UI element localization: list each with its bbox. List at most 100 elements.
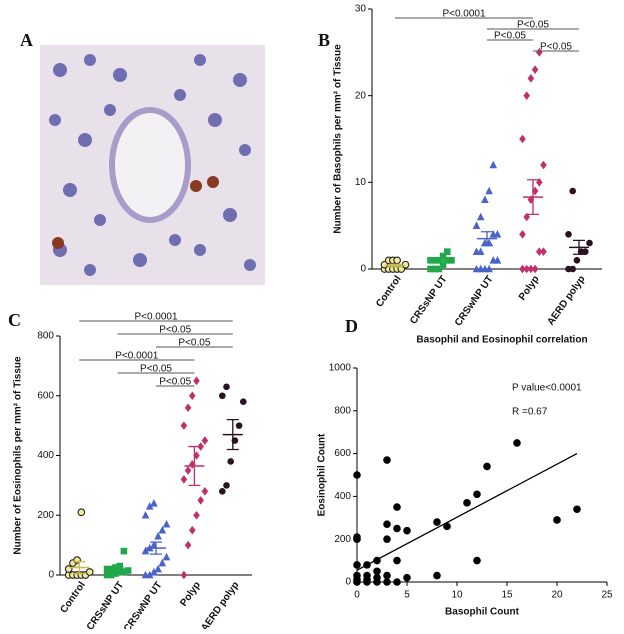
data-point [463,499,471,507]
data-point [565,231,572,238]
y-axis-label: Number of Eosinophils per mm² of Tissue [13,356,24,555]
data-point [158,525,167,534]
data-point [197,496,204,505]
data-point [373,556,381,565]
comparison-label: P<0.05 [540,42,572,53]
y-tick-label: 10 [355,177,367,188]
y-tick-label: 0 [345,577,351,588]
data-point [184,540,192,550]
data-point [103,571,111,579]
data-point [393,556,401,565]
data-point [540,247,547,256]
data-point [383,535,391,543]
data-point [383,456,391,464]
y-tick-label: 800 [334,405,351,416]
data-point [485,264,493,273]
sem-bar [389,263,401,268]
data-point [64,565,73,573]
y-tick-label: 20 [355,90,367,101]
y-tick-label: 600 [37,390,54,401]
y-tick-label: 400 [334,491,351,502]
data-point [363,576,371,584]
data-point [189,525,196,535]
x-tick-label: 10 [451,590,463,601]
data-point [448,257,455,264]
data-point [444,248,451,255]
data-point [569,187,576,195]
data-point [219,392,226,400]
data-point [403,526,411,535]
data-point [223,482,230,489]
data-point [519,264,526,274]
data-point [439,252,447,260]
y-tick-label: 1000 [329,363,352,374]
data-point [433,571,441,580]
data-point [363,561,371,569]
data-point [158,558,167,567]
data-point [116,568,123,576]
panel-label: C [8,310,21,330]
data-point [473,490,481,499]
data-point [197,442,204,451]
comparison-label: P<0.05 [140,364,172,375]
x-tick-label: 15 [501,590,513,601]
data-point [189,460,196,469]
data-point [154,531,162,540]
data-point [223,383,230,391]
data-point [373,573,381,582]
data-point [573,257,581,264]
data-point [393,524,401,533]
data-point [103,565,111,573]
comparison-label: P<0.05 [159,325,191,336]
fit-line [356,453,578,571]
data-point [472,221,481,229]
data-point [145,570,154,579]
data-point [433,518,441,526]
x-tick-label: CRSwNP UT [453,274,496,328]
comparison-label: P<0.05 [517,20,549,31]
panel-label: A [20,30,33,50]
sem-bar [150,541,162,555]
data-point [553,516,561,524]
data-point [439,261,447,268]
data-point [162,552,171,561]
micrograph [40,45,265,285]
data-point [150,499,158,507]
y-tick-label: 30 [355,4,367,15]
data-point [493,256,502,264]
comparison-label: P<0.0001 [115,351,159,362]
data-point [527,74,535,83]
sem-bar [73,560,86,575]
data-point [180,570,188,580]
sem-bar [573,239,585,255]
y-axis-label: Number of Basophils per mm² of Tissue [333,44,344,234]
x-tick-label: 0 [354,590,360,601]
data-point [531,65,539,74]
data-point [353,535,361,543]
data-point [393,503,401,511]
comparison-label: P<0.0001 [442,9,486,20]
data-point [540,160,547,170]
data-point [527,264,535,274]
panel-label: D [345,316,358,336]
data-point [235,422,243,429]
data-point [353,561,361,569]
data-point [481,195,489,203]
chart-title: Basophil and Eosinophil correlation [416,335,587,346]
comparison-label: P<0.05 [159,377,191,388]
data-point [154,564,162,573]
data-point [184,403,192,412]
y-tick-label: 400 [37,450,54,461]
x-tick-label: Control [374,274,404,310]
data-point [120,547,128,555]
data-point [523,91,530,100]
data-point [124,567,132,574]
y-tick-label: 200 [37,510,54,521]
sem-bar [111,566,124,572]
data-point [435,265,443,273]
data-point [201,487,209,496]
data-point [141,510,150,519]
data-point [162,519,171,528]
data-point [476,247,485,255]
sem-bar [481,231,493,247]
